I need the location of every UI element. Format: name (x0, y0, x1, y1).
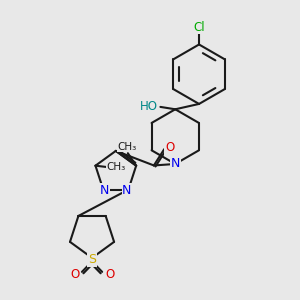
Text: CH₃: CH₃ (106, 162, 126, 172)
Text: N: N (100, 184, 110, 197)
Text: N: N (122, 184, 132, 197)
Text: O: O (105, 268, 114, 281)
Text: Cl: Cl (193, 21, 205, 34)
Text: O: O (70, 268, 79, 281)
Text: O: O (165, 141, 174, 154)
Text: HO: HO (140, 100, 158, 113)
Text: S: S (88, 253, 96, 266)
Text: CH₃: CH₃ (118, 142, 137, 152)
Text: N: N (171, 158, 180, 170)
